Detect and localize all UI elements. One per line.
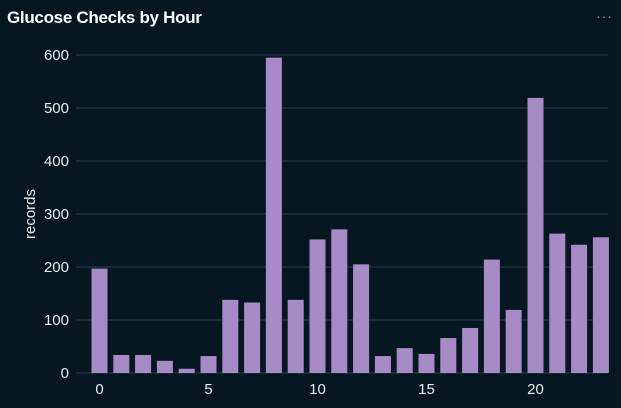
y-tick-label: 300 (44, 206, 69, 223)
x-tick-label: 5 (204, 381, 212, 398)
bar (483, 259, 500, 373)
bar (440, 338, 457, 373)
y-tick-label: 500 (44, 100, 69, 117)
bar (265, 57, 282, 374)
bar (374, 356, 391, 373)
y-tick-label: 400 (44, 153, 69, 170)
bar (113, 354, 130, 373)
y-tick-label: 200 (44, 259, 69, 276)
y-tick-label: 100 (44, 312, 69, 329)
bar (244, 302, 261, 373)
bar (156, 360, 173, 373)
bar (331, 229, 348, 373)
bar (353, 264, 370, 373)
bar (178, 368, 195, 373)
bar (222, 299, 239, 373)
bar (135, 354, 152, 373)
chart-title: Glucose Checks by Hour (7, 8, 202, 27)
bar (505, 309, 522, 373)
x-tick-label: 15 (418, 381, 435, 398)
x-tick-label: 0 (95, 381, 103, 398)
x-tick-label: 10 (309, 381, 326, 398)
y-tick-label: 0 (61, 365, 69, 382)
bar (200, 356, 217, 373)
y-axis-label: records (22, 189, 39, 239)
bar (462, 327, 479, 373)
ellipsis-icon[interactable]: ··· (596, 8, 613, 24)
bar (527, 97, 544, 374)
bar (91, 268, 108, 373)
x-tick-label: 20 (527, 381, 544, 398)
bar (396, 348, 413, 373)
bar (309, 239, 326, 373)
bar (592, 237, 609, 373)
bar (549, 233, 566, 373)
y-tick-label: 600 (44, 47, 69, 64)
bar (418, 353, 435, 373)
bar (287, 299, 304, 373)
bar (571, 244, 588, 373)
